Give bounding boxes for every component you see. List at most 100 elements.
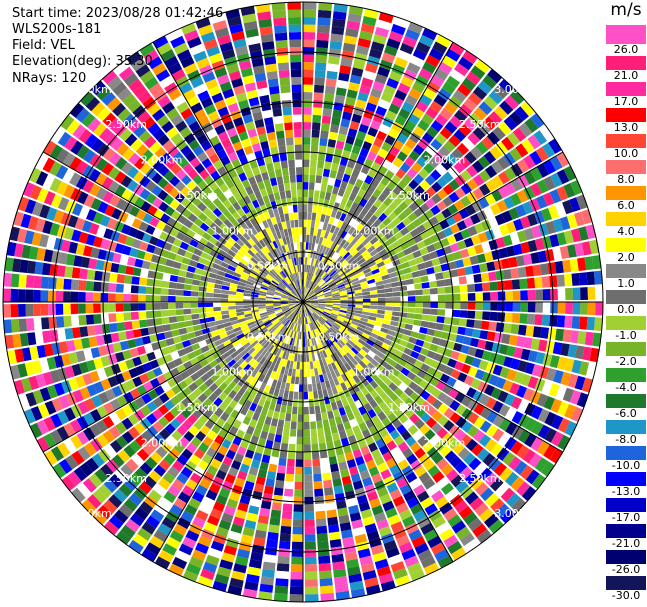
- velocity-gate: [441, 208, 452, 219]
- velocity-gate: [262, 267, 270, 274]
- velocity-gate: [161, 280, 170, 288]
- velocity-gate: [479, 183, 491, 196]
- velocity-gate: [258, 213, 266, 222]
- velocity-gate: [345, 283, 353, 288]
- velocity-gate: [163, 331, 173, 339]
- velocity-gate: [303, 279, 306, 288]
- velocity-gate: [531, 225, 542, 239]
- velocity-gate: [259, 583, 274, 593]
- velocity-gate: [354, 533, 368, 544]
- velocity-gate: [226, 63, 240, 74]
- velocity-gate: [449, 269, 459, 278]
- velocity-gate: [295, 167, 303, 175]
- velocity-gate: [464, 327, 474, 337]
- velocity-gate: [337, 283, 345, 289]
- velocity-gate: [14, 243, 24, 258]
- velocity-gate: [337, 507, 349, 517]
- velocity-gate: [320, 592, 335, 602]
- velocity-gate: [431, 490, 445, 503]
- velocity-gate: [562, 329, 572, 343]
- velocity-gate: [132, 329, 142, 338]
- velocity-gate: [192, 207, 202, 217]
- velocity-gate: [413, 234, 423, 244]
- velocity-gate: [478, 101, 493, 115]
- velocity-gate: [496, 447, 510, 461]
- velocity-gate: [252, 412, 260, 421]
- velocity-gate: [305, 287, 309, 295]
- range-ring-label: 1.00km: [212, 224, 254, 237]
- velocity-gate: [237, 226, 246, 236]
- velocity-gate: [324, 161, 332, 170]
- velocity-gate: [488, 90, 503, 105]
- velocity-gate: [423, 162, 435, 174]
- velocity-gate: [318, 260, 324, 269]
- velocity-gate: [457, 447, 471, 460]
- velocity-gate: [324, 192, 332, 201]
- velocity-gate: [58, 252, 68, 265]
- velocity-gate: [50, 413, 63, 428]
- velocity-gate: [330, 401, 338, 411]
- velocity-gate: [129, 440, 142, 453]
- velocity-gate: [287, 352, 293, 361]
- velocity-gate: [216, 566, 232, 578]
- velocity-gate: [479, 330, 489, 340]
- colorbar-tick-label: 10.0: [606, 148, 646, 160]
- velocity-gate: [284, 367, 289, 376]
- velocity-gate: [330, 370, 337, 379]
- velocity-gate: [276, 274, 283, 281]
- velocity-gate: [145, 303, 154, 311]
- velocity-gate: [131, 218, 142, 229]
- velocity-gate: [310, 421, 317, 430]
- velocity-gate: [549, 234, 560, 248]
- velocity-gate: [322, 373, 329, 382]
- velocity-gate: [321, 285, 329, 291]
- velocity-gate: [270, 177, 278, 187]
- velocity-gate: [293, 114, 302, 123]
- velocity-gate: [159, 428, 171, 440]
- velocity-gate: [265, 305, 274, 308]
- velocity-gate: [376, 519, 389, 530]
- velocity-gate: [288, 300, 296, 302]
- velocity-gate: [291, 307, 298, 313]
- velocity-gate: [312, 250, 317, 259]
- velocity-gate: [258, 18, 272, 28]
- velocity-gate: [388, 271, 397, 279]
- velocity-gate: [238, 336, 247, 343]
- velocity-gate: [174, 342, 184, 351]
- velocity-gate: [578, 361, 590, 376]
- velocity-gate: [537, 408, 550, 423]
- velocity-gate: [388, 191, 398, 201]
- velocity-gate: [294, 315, 298, 323]
- velocity-gate: [178, 543, 194, 556]
- velocity-gate: [97, 448, 111, 463]
- velocity-gate: [336, 281, 344, 287]
- velocity-gate: [170, 395, 181, 406]
- velocity-gate: [317, 205, 323, 214]
- velocity-gate: [392, 495, 406, 507]
- velocity-gate: [304, 309, 307, 317]
- velocity-gate: [245, 283, 253, 289]
- velocity-gate: [96, 225, 107, 238]
- velocity-gate: [274, 168, 283, 178]
- velocity-gate: [351, 334, 360, 342]
- velocity-gate: [422, 27, 438, 41]
- velocity-gate: [18, 304, 26, 317]
- velocity-gate: [333, 322, 341, 329]
- velocity-gate: [349, 418, 358, 428]
- velocity-gate: [333, 439, 342, 449]
- velocity-gate: [319, 137, 328, 147]
- velocity-gate: [251, 311, 260, 316]
- velocity-gate: [206, 316, 215, 323]
- velocity-gate: [576, 392, 589, 408]
- velocity-gate: [263, 179, 272, 188]
- velocity-gate: [176, 364, 187, 374]
- velocity-gate: [91, 102, 106, 117]
- velocity-gate: [360, 23, 375, 34]
- velocity-gate: [372, 343, 381, 351]
- velocity-gate: [141, 260, 151, 270]
- velocity-gate: [104, 132, 118, 147]
- velocity-gate: [46, 207, 58, 221]
- velocity-gate: [379, 123, 391, 135]
- velocity-gate: [429, 434, 441, 446]
- velocity-gate: [267, 261, 275, 269]
